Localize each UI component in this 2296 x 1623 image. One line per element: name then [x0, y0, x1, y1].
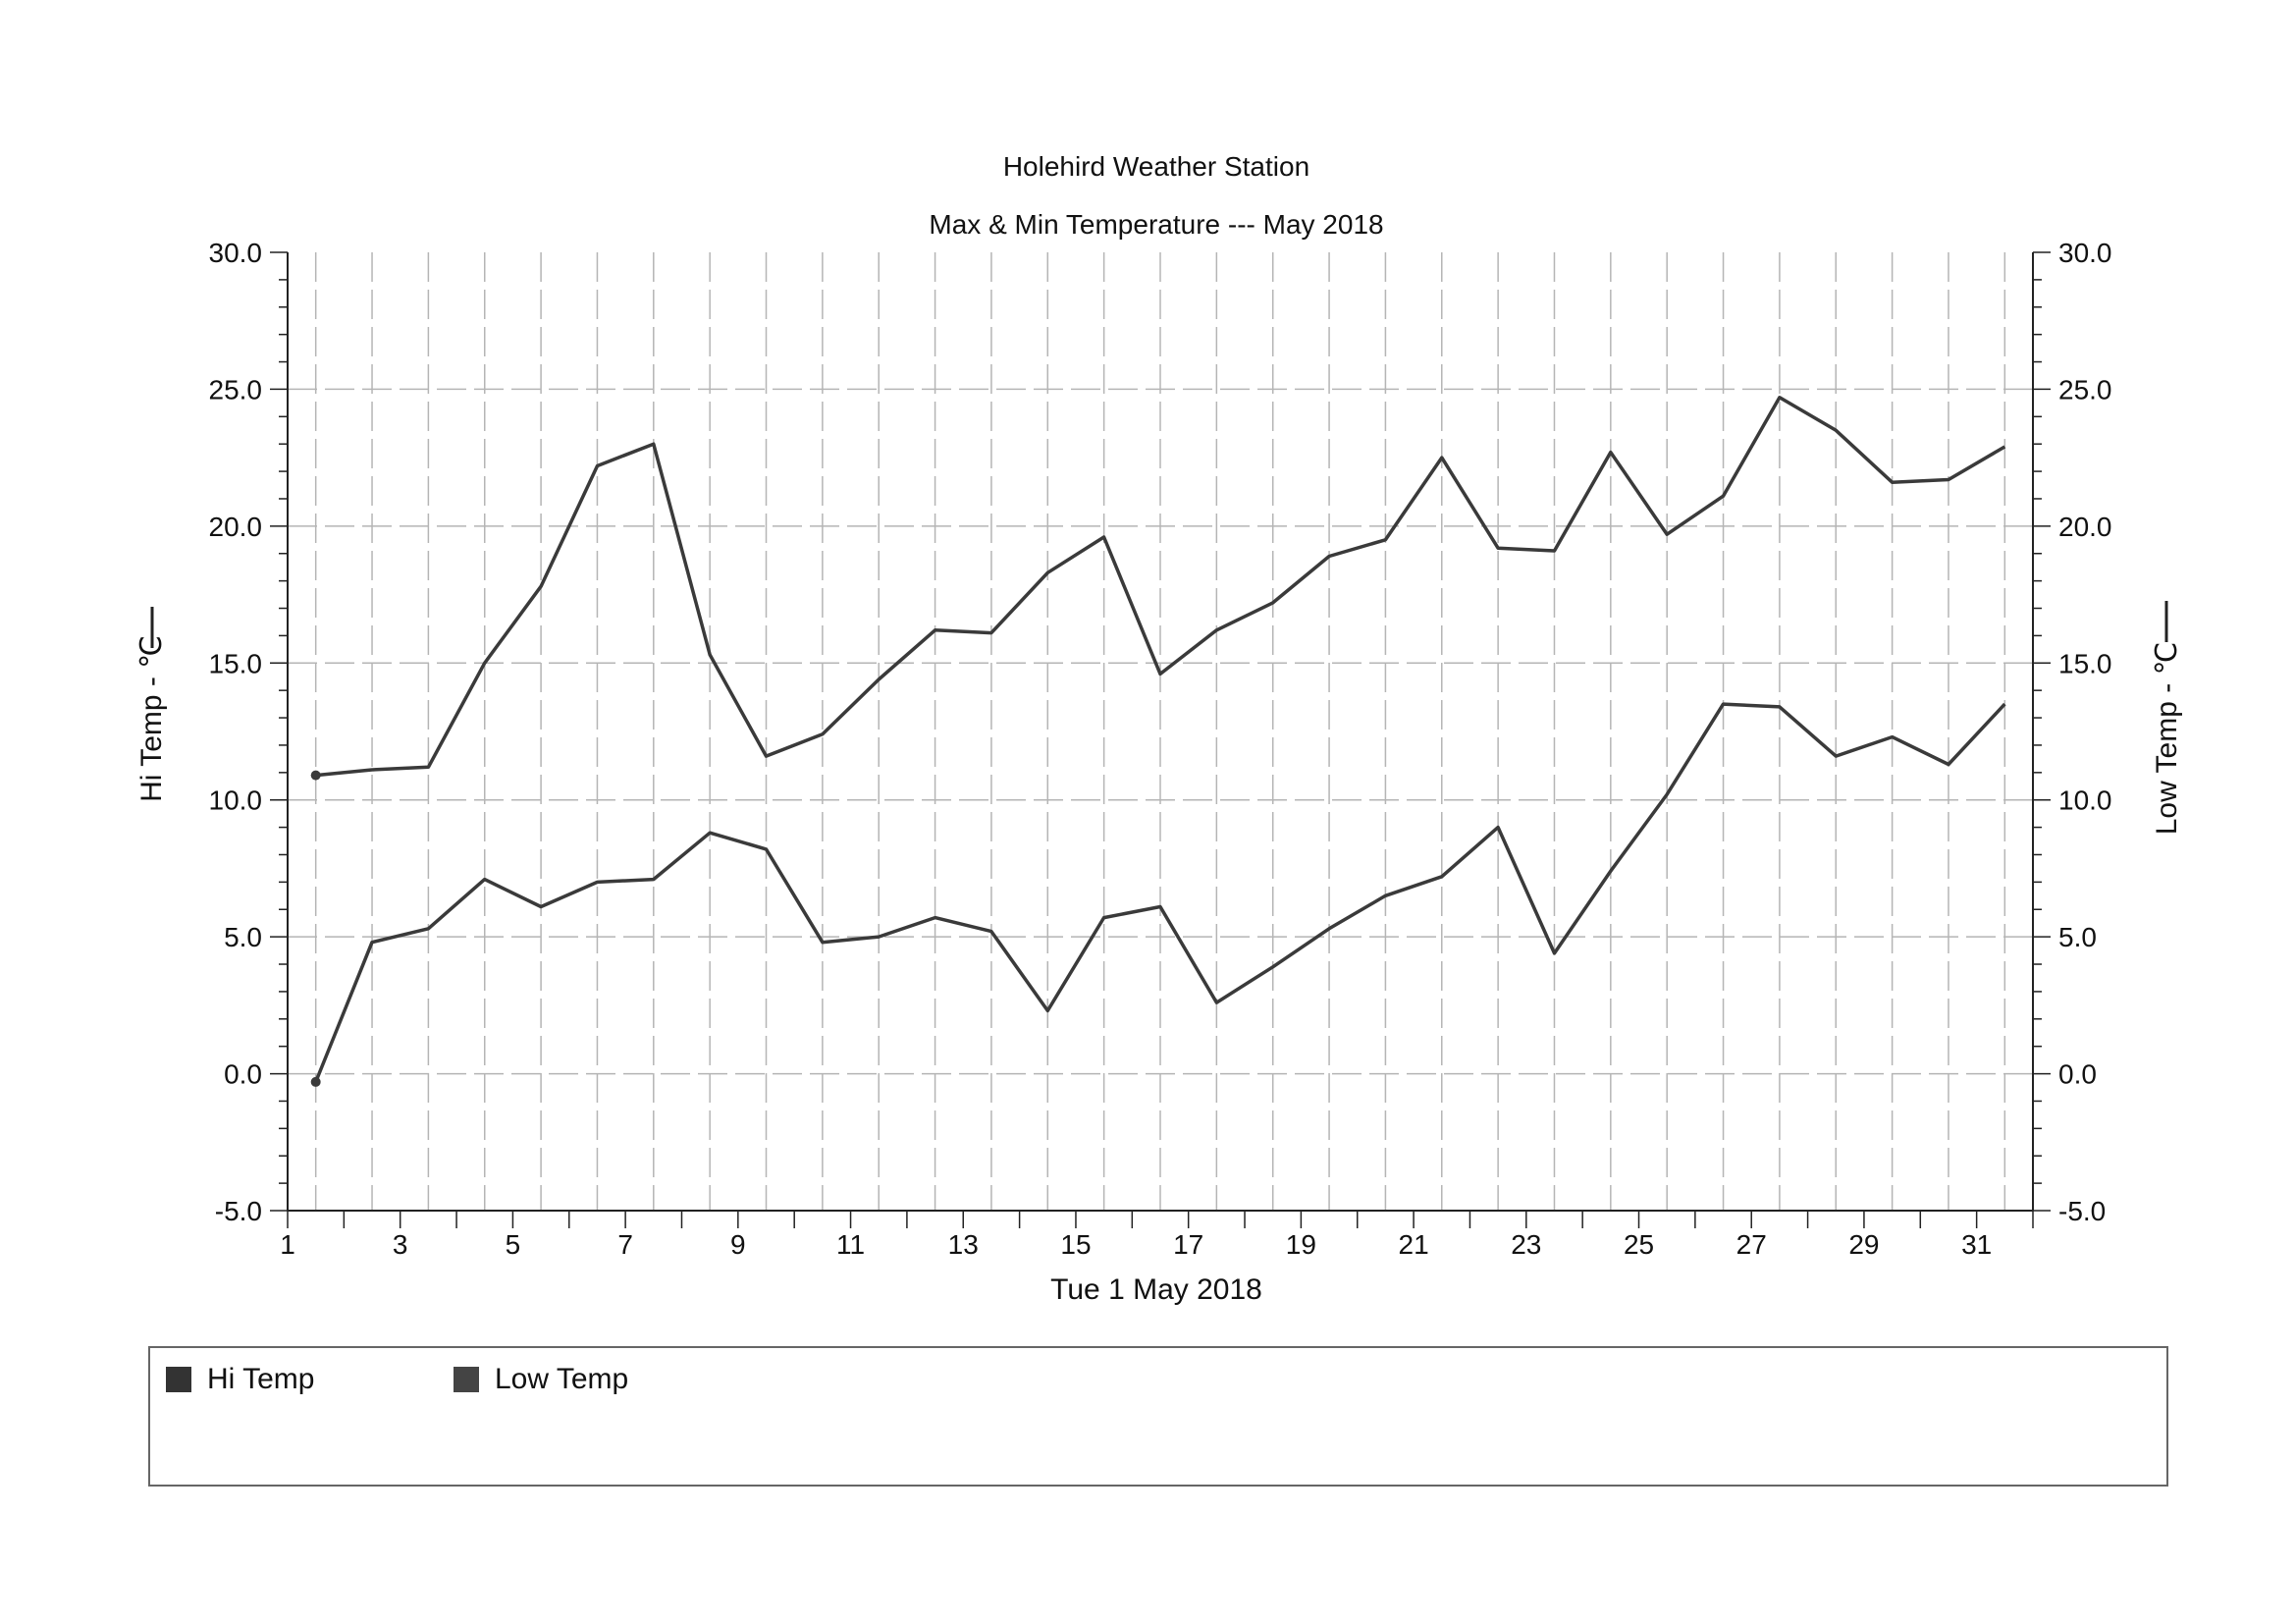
x-tick-label: 31	[1961, 1229, 1992, 1260]
legend-item-low-temp: Low Temp	[454, 1363, 628, 1396]
x-tick-label: 29	[1848, 1229, 1879, 1260]
y-left-tick-label: 25.0	[209, 374, 263, 405]
y-left-tick-label: -5.0	[215, 1196, 262, 1226]
x-tick-label: 23	[1511, 1229, 1541, 1260]
y-right-tick-label: 10.0	[2058, 785, 2112, 816]
legend-item-hi-temp: Hi Temp	[166, 1363, 314, 1396]
y-left-tick-label: 5.0	[224, 922, 262, 952]
x-tick-label: 19	[1286, 1229, 1316, 1260]
y-axis-left-label-text: Hi Temp - ℃	[135, 635, 168, 802]
y-left-tick-label: 10.0	[209, 785, 263, 816]
x-tick-label: 25	[1624, 1229, 1654, 1260]
x-tick-label: 21	[1399, 1229, 1429, 1260]
x-tick-label: 11	[836, 1229, 865, 1260]
x-tick-label: 7	[617, 1229, 633, 1260]
y-axis-right-ticks: -5.0 0.0 5.0 10.0 15.0 20.0 25.0 30.0	[2058, 238, 2112, 1226]
x-tick-label: 17	[1173, 1229, 1203, 1260]
y-right-tick-label: 15.0	[2058, 648, 2112, 678]
y-left-tick-label: 20.0	[209, 512, 263, 542]
y-left-tick-label: 15.0	[209, 648, 263, 678]
x-tick-label: 9	[730, 1229, 746, 1260]
x-tick-label: 5	[506, 1229, 521, 1260]
y-right-tick-label: -5.0	[2058, 1196, 2106, 1226]
chart-title: Holehird Weather Station	[1003, 151, 1309, 182]
series-start-marker-hi-temp	[310, 770, 321, 781]
y-axis-left-ticks: -5.0 0.0 5.0 10.0 15.0 20.0 25.0 30.0	[209, 238, 263, 1226]
legend-swatch-hi-temp	[166, 1367, 191, 1392]
x-tick-label: 13	[948, 1229, 979, 1260]
y-right-tick-label: 5.0	[2058, 922, 2097, 952]
y-right-tick-label: 20.0	[2058, 512, 2112, 542]
y-left-tick-label: 30.0	[209, 238, 263, 268]
x-tick-label: 15	[1060, 1229, 1091, 1260]
series-start-marker-low-temp	[310, 1076, 321, 1087]
legend-swatch-low-temp	[454, 1367, 479, 1392]
x-tick-label: 27	[1736, 1229, 1767, 1260]
chart-subtitle: Max & Min Temperature --- May 2018	[929, 209, 1383, 240]
y-axis-right-label-text: Low Temp - ℃	[2151, 642, 2183, 836]
series-lines	[310, 396, 2006, 1087]
y-axis-left-label: Hi Temp - ℃	[135, 635, 168, 802]
series-line-hi-temp	[315, 396, 2006, 778]
series-line-low-temp	[314, 702, 2006, 1083]
x-axis-label: Tue 1 May 2018	[1050, 1273, 1262, 1306]
x-tick-label: 1	[280, 1229, 295, 1260]
legend: Hi Temp Low Temp	[148, 1346, 2168, 1487]
y-left-tick-label: 0.0	[224, 1059, 262, 1090]
legend-label-low-temp: Low Temp	[495, 1363, 629, 1395]
axes	[270, 251, 2051, 1228]
y-right-tick-label: 0.0	[2058, 1059, 2097, 1090]
y-right-tick-label: 25.0	[2058, 374, 2112, 405]
grid-lines	[288, 252, 2033, 1211]
y-right-tick-label: 30.0	[2058, 238, 2112, 268]
y-axis-right-label: Low Temp - ℃	[2151, 642, 2183, 836]
x-tick-label: 3	[393, 1229, 408, 1260]
legend-label-hi-temp: Hi Temp	[207, 1363, 315, 1395]
x-axis-ticks: 1 3 5 7 9 11 13 15 17 19 21 23 25 27 29 31	[280, 1229, 1992, 1260]
